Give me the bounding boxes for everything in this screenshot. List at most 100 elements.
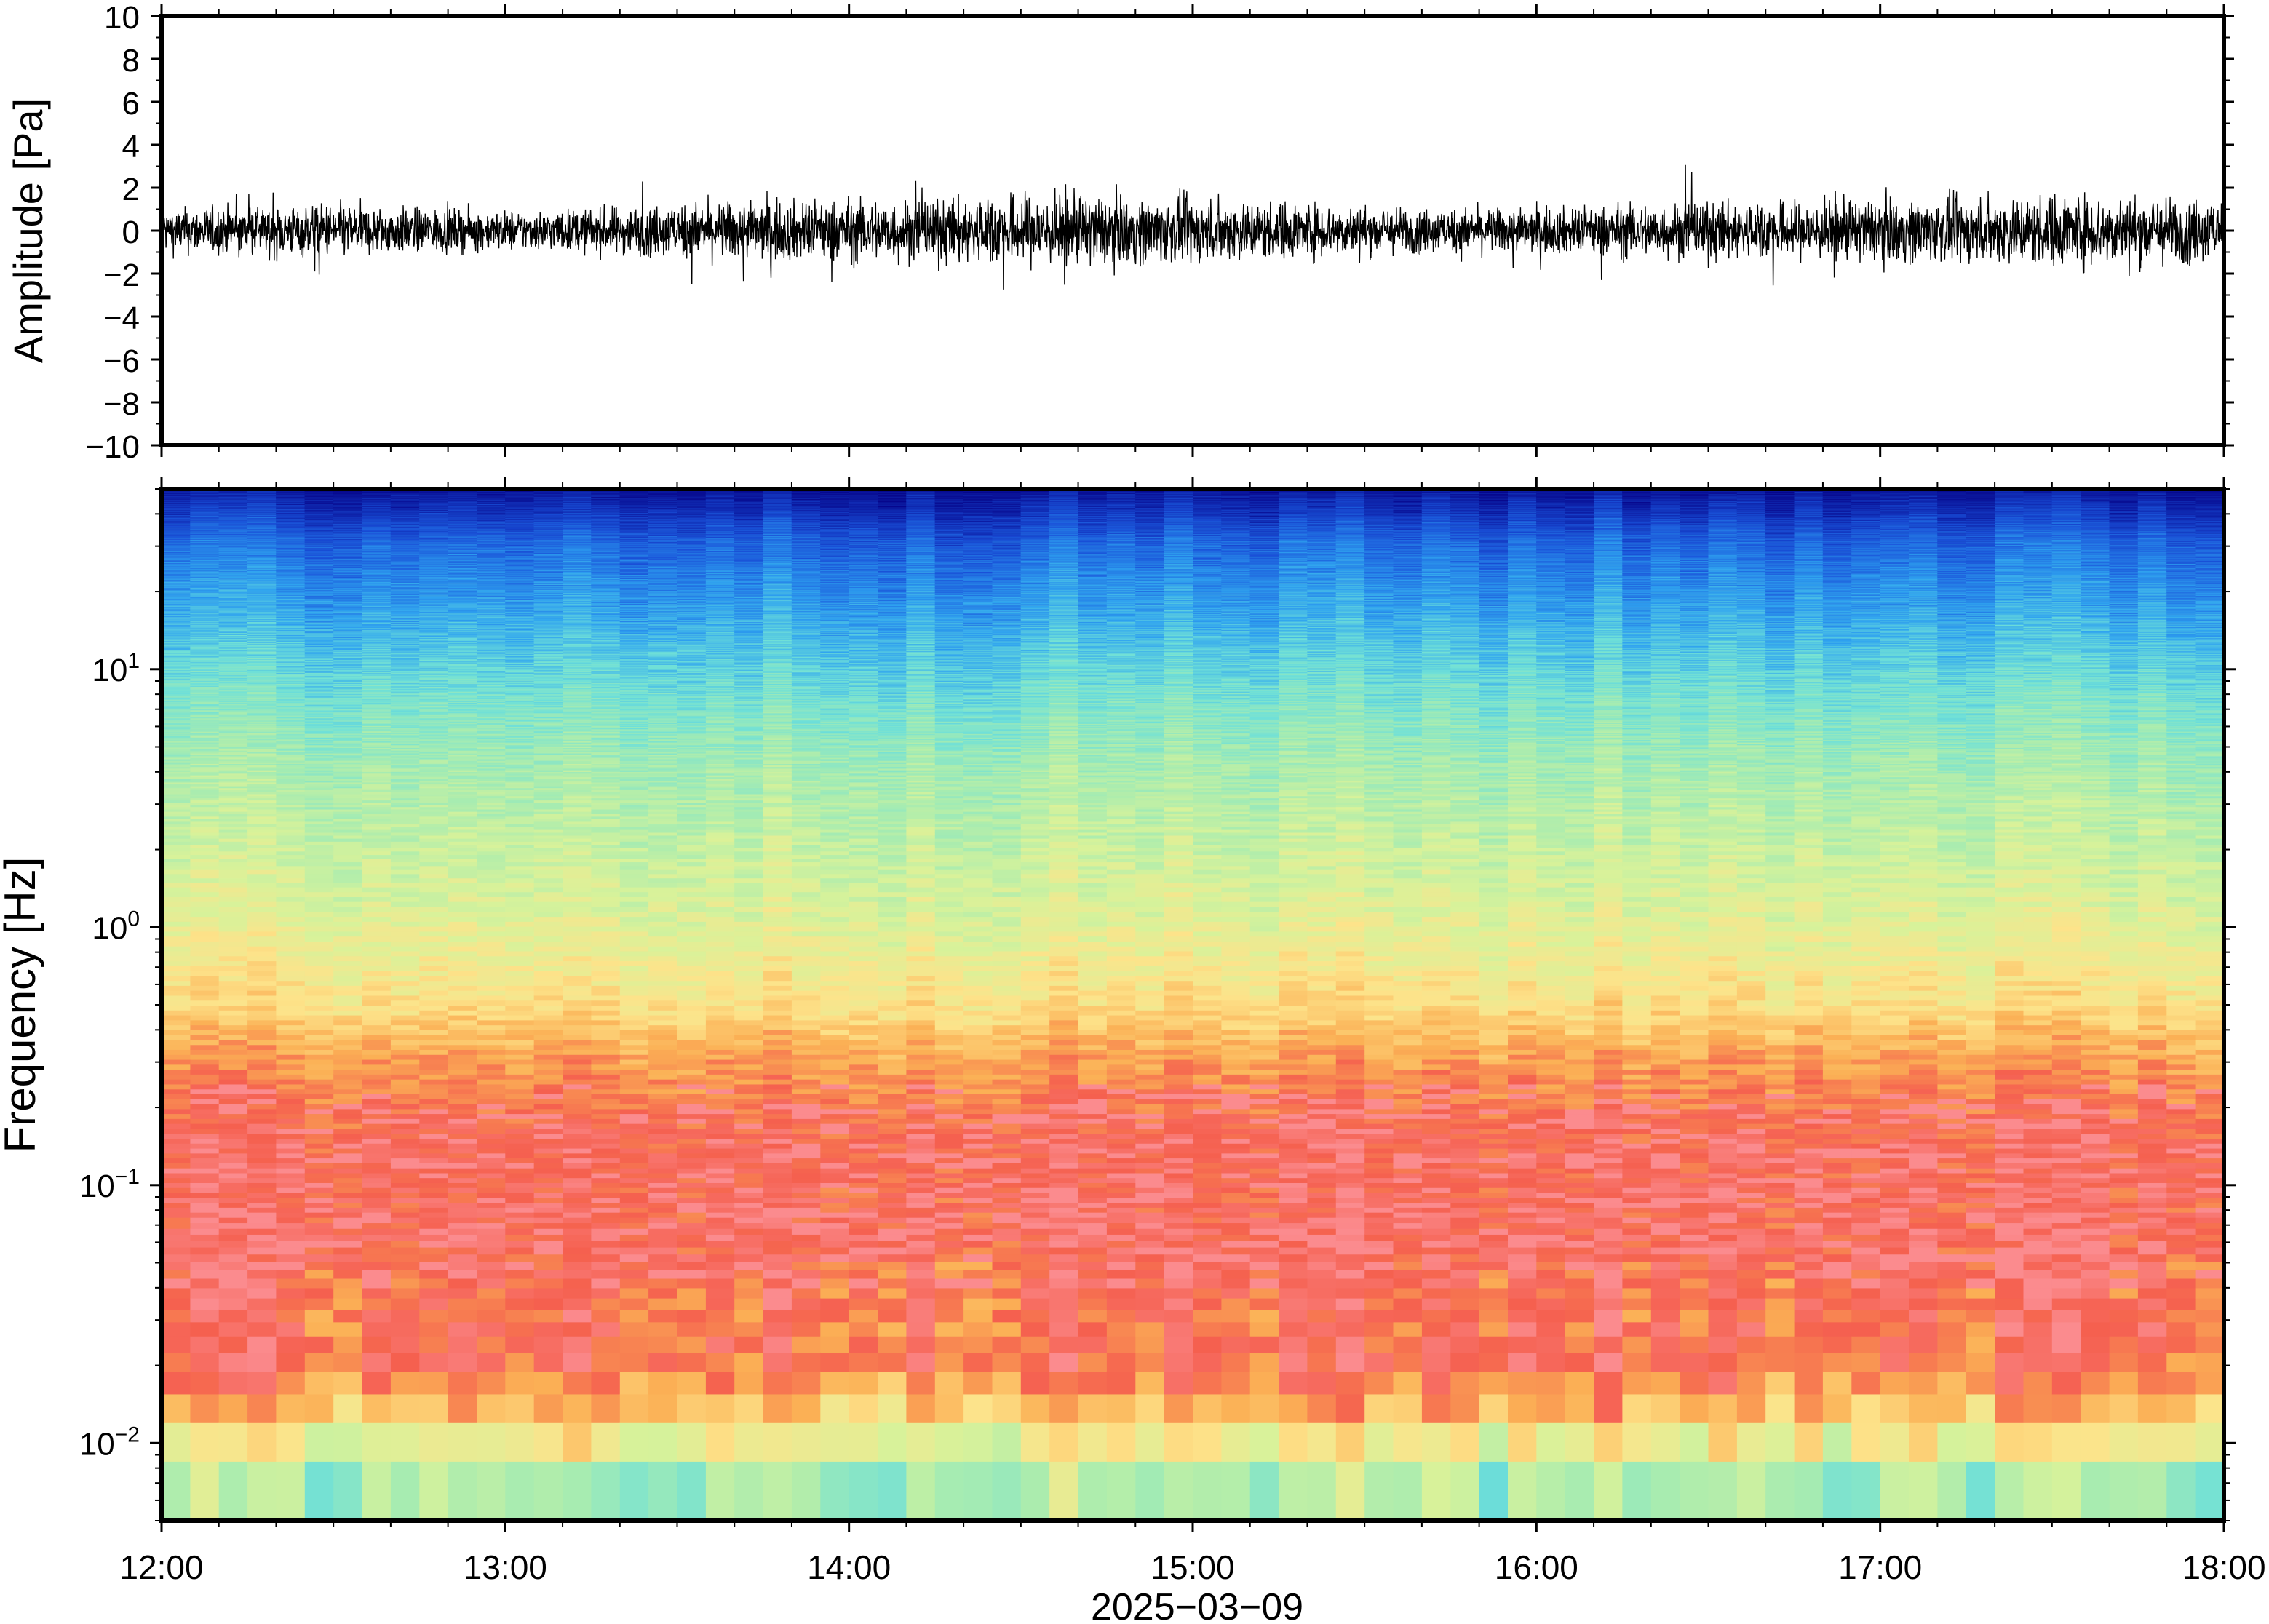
spectrogram-cell	[190, 896, 219, 901]
spectrogram-cell	[190, 907, 219, 912]
spectrogram-cell	[190, 1035, 219, 1040]
spectrogram-cell	[190, 926, 219, 931]
spectrogram-cell	[190, 921, 219, 926]
spectrogram-cell	[162, 887, 191, 892]
spectrogram-cell	[190, 1015, 219, 1020]
spectrogram-cell	[162, 1241, 191, 1248]
spectrogram-cell	[190, 811, 219, 814]
spectrogram-cell	[162, 1079, 191, 1084]
spectrogram-cell	[190, 1134, 219, 1139]
waveform-y-tick-label: 4	[122, 129, 140, 164]
spectrogram-cell	[190, 1153, 219, 1158]
spectrogram-cell	[162, 941, 191, 946]
spectrogram-cell	[190, 1143, 219, 1148]
spectrogram-cell	[162, 931, 191, 936]
spectrogram-cell	[162, 829, 191, 833]
spectrogram-cell	[190, 1336, 219, 1353]
spectrogram-cell	[190, 1352, 219, 1372]
spectrogram-cell	[162, 981, 191, 986]
spectrogram-cell	[162, 1212, 191, 1218]
spectrogram-cell	[162, 1005, 191, 1010]
spectrogram-cell	[162, 1254, 191, 1262]
spectrogram-cell	[190, 851, 219, 855]
spectrogram-cell	[190, 878, 219, 883]
spectrogram-cell	[190, 858, 219, 862]
spectrogram-cell	[162, 855, 191, 859]
spectrogram-cell	[190, 869, 219, 874]
spectrogram-cell	[162, 901, 191, 907]
spectrogram-cell	[162, 1163, 191, 1168]
spectrogram-cell	[162, 1030, 191, 1035]
spectrogram-cell	[162, 819, 191, 821]
spectrogram-cell	[162, 1182, 191, 1187]
spectrogram-cell	[190, 1123, 219, 1129]
spectrogram-cell	[162, 816, 191, 819]
spectrogram-cell	[190, 1187, 219, 1193]
waveform-y-tick-label: −8	[103, 386, 140, 422]
spectrogram-cell	[162, 1298, 191, 1310]
spectrogram-cell	[190, 995, 219, 1000]
spectrogram-cell	[190, 1025, 219, 1030]
spectrogram-cell	[190, 966, 219, 971]
spectrogram-cell	[190, 1148, 219, 1153]
spectrogram-cell	[162, 1461, 191, 1521]
spectrogram-cell	[190, 1020, 219, 1025]
spectrogram-cell	[190, 1288, 219, 1299]
waveform-y-axis-label: Amplitude [Pa]	[5, 98, 51, 363]
spectrogram-cell	[162, 896, 191, 901]
spectrogram-cell	[190, 1270, 219, 1279]
spectrogram-cell	[162, 951, 191, 956]
spectrogram-cell	[162, 956, 191, 961]
spectrogram-cell	[190, 1182, 219, 1187]
spectrogram-cell	[162, 1217, 191, 1223]
waveform-y-tick-label: 0	[122, 215, 140, 250]
spectrogram-cell	[190, 1228, 219, 1235]
spectrogram-cell	[190, 1074, 219, 1079]
spectrogram-cell	[190, 1010, 219, 1015]
spectrogram-cell	[190, 1178, 219, 1183]
spectrogram-cell	[162, 1129, 191, 1134]
spectrogram-cell	[162, 1278, 191, 1289]
spectrogram-cell	[190, 1064, 219, 1070]
spectrogram-cell	[190, 892, 219, 897]
spectrogram-cell	[190, 874, 219, 878]
spectrogram-cell	[162, 811, 191, 814]
spectrogram-cell	[190, 1203, 219, 1208]
spectrogram-cell	[190, 1094, 219, 1099]
spectrogram-cell	[162, 1372, 191, 1395]
spectrogram-cell	[162, 1064, 191, 1070]
spectrogram-cell	[162, 832, 191, 836]
spectrogram-cell	[190, 1298, 219, 1310]
spectrogram-cell	[190, 1372, 219, 1395]
spectrogram-cell	[162, 1187, 191, 1193]
spectrogram-cell	[162, 1010, 191, 1015]
spectrogram-cell	[190, 824, 219, 827]
spectrogram-cell	[162, 1074, 191, 1079]
spectrogram-cell	[162, 1322, 191, 1337]
spectrogram-cell	[190, 1198, 219, 1203]
spectrogram-cell	[190, 1045, 219, 1050]
spectrogram-cell	[162, 1222, 191, 1228]
spectrogram-cell	[162, 1173, 191, 1178]
spectrogram-cell	[190, 1193, 219, 1198]
spectrogram-cell	[190, 917, 219, 922]
waveform-panel: 1086420−2−4−6−8−10 Amplitude [Pa]	[5, 0, 2234, 465]
spectrogram-cell	[162, 921, 191, 926]
spectrogram-cell	[162, 1336, 191, 1353]
spectrogram-cell	[162, 976, 191, 981]
spectrogram-cell	[190, 816, 219, 819]
spectrogram-cell	[190, 971, 219, 976]
spectrogram-cell	[190, 887, 219, 892]
spectrogram-cell	[190, 941, 219, 946]
spectrogram-cell	[162, 1193, 191, 1198]
spectrogram-cell	[190, 1241, 219, 1248]
waveform-y-tick-label: 6	[122, 86, 140, 122]
spectrogram-cell	[190, 883, 219, 888]
spectrogram-cell	[162, 1148, 191, 1153]
spectrogram-cell	[162, 1270, 191, 1279]
spectrogram-cell	[190, 845, 219, 848]
spectrogram-cell	[162, 883, 191, 888]
spectrogram-cell	[162, 1178, 191, 1183]
spectrogram-cell	[162, 1109, 191, 1114]
spectrogram-cell	[162, 1310, 191, 1323]
